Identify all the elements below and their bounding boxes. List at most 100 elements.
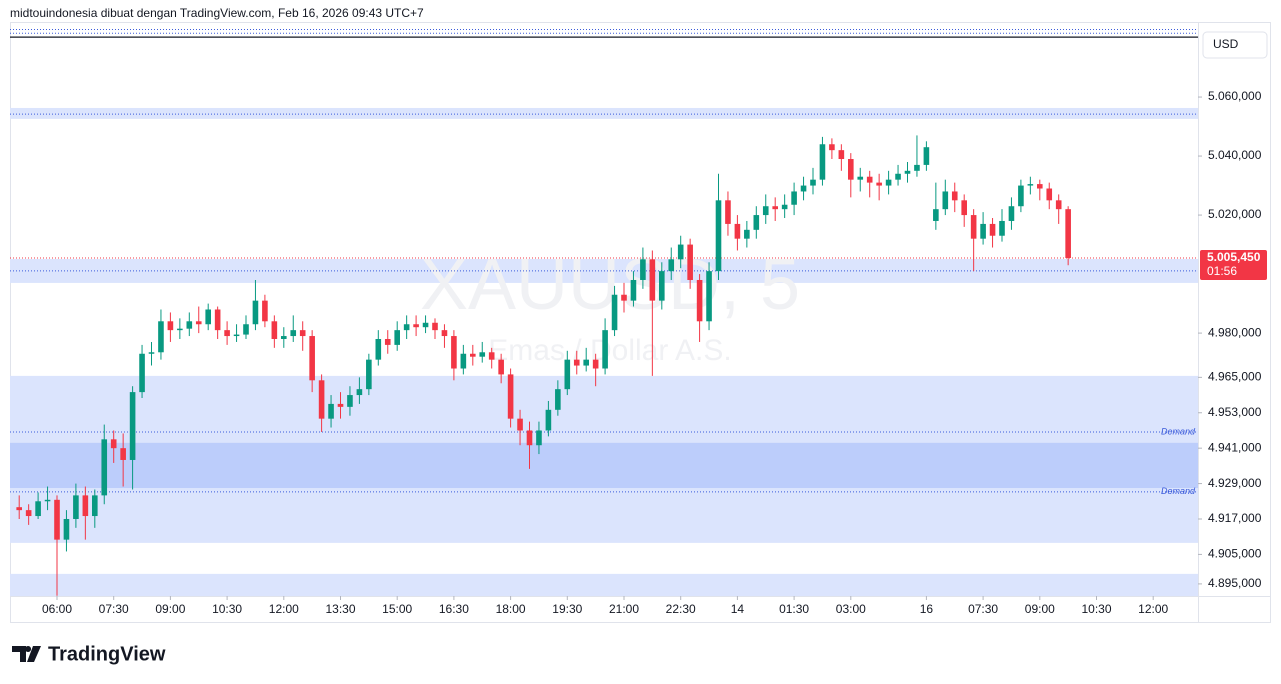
x-tick-label: 09:00 <box>155 602 185 616</box>
candle-body <box>488 352 495 360</box>
candle-body <box>810 179 816 186</box>
x-tick-label: 21:00 <box>609 602 639 616</box>
candle-body <box>214 309 221 331</box>
candle-body <box>281 336 287 339</box>
y-tick-label: 4.917,000 <box>1208 511 1262 525</box>
candle-body <box>479 352 486 357</box>
candle-body <box>413 324 419 328</box>
candle-body <box>989 223 996 236</box>
x-tick-label: 10:30 <box>1081 602 1111 616</box>
x-tick-label: 22:30 <box>666 602 696 616</box>
candle-body <box>1065 209 1071 259</box>
candle-body <box>583 359 589 366</box>
candle-body <box>101 439 108 496</box>
candle-body <box>555 389 561 410</box>
axes: 5.060,000 5.040,000 5.020,000 4.980,000 4.96… <box>42 89 1267 616</box>
candle-body <box>545 409 552 431</box>
candle-body <box>290 330 297 337</box>
candle-body <box>791 191 797 205</box>
candle-body <box>611 294 618 331</box>
last-price-box <box>1200 250 1267 281</box>
brand: TradingView <box>48 643 166 665</box>
x-tick-label: 16 <box>920 602 934 616</box>
x-tick-label: 15:00 <box>382 602 412 616</box>
candle-body <box>337 403 344 407</box>
y-tick-label: 4.965,000 <box>1208 370 1262 384</box>
candle-body <box>999 220 1005 236</box>
candle-body <box>498 359 504 375</box>
candle-body <box>696 279 703 322</box>
candle-body <box>441 330 448 337</box>
watermark: XAUUSD, 5 <box>420 245 800 325</box>
x-tick-label: 13:30 <box>325 602 355 616</box>
x-tick-label: 07:30 <box>99 602 129 616</box>
logo-mark <box>12 646 41 662</box>
level-label: Demand <box>1161 486 1196 496</box>
candle-body <box>677 244 684 260</box>
candle-body <box>1055 200 1062 210</box>
candle-body <box>224 330 230 337</box>
candle-body <box>262 300 268 322</box>
candle-body <box>933 209 939 221</box>
zone <box>10 107 1198 119</box>
frame <box>10 22 1271 623</box>
x-tick-label: 09:00 <box>1025 602 1055 616</box>
candle-body <box>309 336 315 381</box>
candle-body <box>753 215 760 230</box>
candle-body <box>706 271 712 322</box>
candle-body <box>630 279 637 301</box>
candle-body <box>451 336 457 369</box>
y-tick-label: 4.895,000 <box>1208 576 1262 590</box>
candle-body <box>951 191 958 201</box>
y-tick-label: 4.941,000 <box>1208 440 1262 454</box>
candle-body <box>139 353 145 393</box>
candle-body <box>762 206 769 216</box>
y-tick-label: 5.020,000 <box>1208 207 1262 221</box>
candle-body <box>347 395 353 407</box>
candle-body <box>640 259 646 280</box>
candle-body <box>592 359 599 369</box>
candle-body <box>318 380 325 419</box>
zone <box>10 442 1198 489</box>
candle-body <box>838 150 845 160</box>
currency: USD <box>1213 37 1239 51</box>
candle-body <box>564 359 571 390</box>
candle-body <box>829 144 835 151</box>
candle-body <box>328 403 334 419</box>
candle-body <box>356 389 363 396</box>
zone <box>10 573 1198 596</box>
x-tick-label: 12:00 <box>1138 602 1168 616</box>
candle-body <box>403 324 410 331</box>
y-tick-label: 4.905,000 <box>1208 547 1262 561</box>
x-tick-label: 18:00 <box>496 602 526 616</box>
candle-body <box>470 353 476 357</box>
candle-body <box>819 144 826 180</box>
candle-body <box>781 204 788 210</box>
x-tick-label: 01:30 <box>779 602 809 616</box>
x-tick-label: 10:30 <box>212 602 242 616</box>
candle-body <box>942 191 949 210</box>
candle-body <box>195 321 202 325</box>
header: midtouindonesia dibuat dengan TradingVie… <box>10 6 424 20</box>
zones <box>10 107 1198 596</box>
x-tick-label: 06:00 <box>42 602 72 616</box>
candle-body <box>866 176 873 183</box>
countdown: 01:56 <box>1207 264 1237 278</box>
candle-body <box>158 321 164 353</box>
candle-body <box>668 259 675 272</box>
candle-body <box>82 495 89 517</box>
x-tick-label: 12:00 <box>269 602 299 616</box>
candle-body <box>120 448 126 460</box>
x-tick-label: 16:30 <box>439 602 469 616</box>
currency-box[interactable] <box>1202 31 1268 59</box>
candle-body <box>961 200 967 216</box>
candle-body <box>394 330 400 345</box>
y-tick-label: 5.040,000 <box>1208 148 1262 162</box>
candle-body <box>517 418 523 431</box>
candle-body <box>895 173 901 180</box>
candle-body <box>507 374 514 419</box>
candle-body <box>659 271 665 301</box>
x-tick-label: 03:00 <box>836 602 866 616</box>
candle-body <box>16 507 22 511</box>
